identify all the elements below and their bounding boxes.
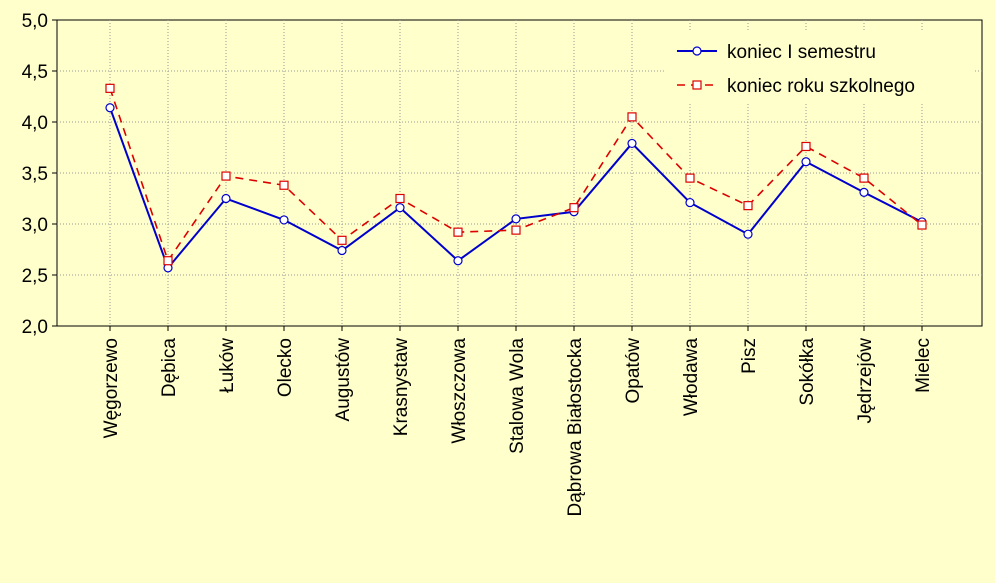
y-tick-label: 4,0 [22, 113, 48, 134]
x-tick-label: Stalowa Wola [507, 338, 528, 454]
series-2-point [221, 171, 231, 181]
x-tick-label: Mielec [913, 338, 934, 393]
series-2-point [337, 235, 347, 245]
x-tick-label: Węgorzewo [101, 338, 122, 438]
x-tick-label: Dąbrowa Białostocka [565, 338, 586, 517]
series-1-point [279, 215, 289, 225]
x-tick-label: Włoszczowa [449, 338, 470, 444]
series-1-point [685, 197, 695, 208]
series-1-point [453, 256, 463, 266]
grid-lines [57, 20, 982, 326]
series-2-point [395, 193, 405, 204]
x-tick-label: Sokółka [797, 338, 818, 406]
legend-box [665, 30, 975, 102]
series-2-point [511, 225, 521, 235]
x-tick-label: Jędrzejów [855, 338, 876, 424]
series-2-point [163, 256, 173, 266]
x-tick-label: Włodawa [681, 338, 702, 417]
series-2-point [453, 227, 463, 237]
series-2-point [105, 83, 115, 93]
legend-marker-series-1 [692, 46, 702, 56]
series-2-point [685, 173, 695, 183]
y-tick-label: 4,5 [22, 62, 48, 83]
series-1-point [859, 187, 869, 197]
series-1-point [511, 214, 521, 224]
y-tick-label: 2,0 [22, 317, 48, 338]
series-1-point [743, 229, 753, 239]
y-tick-label: 3,0 [22, 215, 48, 236]
x-tick-label: Opatów [623, 338, 644, 404]
series-2-point [627, 112, 637, 122]
y-tick-label: 3,5 [22, 164, 48, 185]
series-2-point [279, 180, 289, 190]
series-1-point [221, 193, 231, 204]
series-2-point [743, 201, 753, 211]
x-tick-label: Krasnystaw [391, 338, 412, 436]
series-1-point [337, 245, 347, 256]
series-2-point [569, 203, 579, 213]
legend-marker-series-2 [692, 80, 702, 90]
series-2-point [917, 220, 927, 230]
series-1-point [105, 103, 115, 113]
legend-label-series-1: koniec I semestru [727, 42, 876, 63]
x-tick-label: Łuków [217, 338, 238, 393]
y-tick-label: 5,0 [22, 11, 48, 32]
series-1-point [627, 138, 637, 149]
x-tick-label: Augustów [333, 338, 354, 422]
series-2-point [801, 141, 811, 152]
legend-label-series-2: koniec roku szkolnego [727, 76, 915, 97]
x-tick-label: Pisz [739, 338, 760, 374]
axes: 2,0 2,5 3,0 3,5 4,0 4,5 5,0 Węgorzewo Dębica Łukó… [22, 11, 934, 516]
legend: koniec I semestru koniec roku szkolnego [665, 30, 975, 102]
y-tick-label: 2,5 [22, 266, 48, 287]
series-2-point [859, 173, 869, 183]
series-1-point [395, 203, 405, 213]
series-layer [105, 83, 927, 273]
x-tick-label: Dębica [159, 338, 180, 398]
series-1-point [801, 157, 811, 167]
x-tick-label: Olecko [275, 338, 296, 397]
